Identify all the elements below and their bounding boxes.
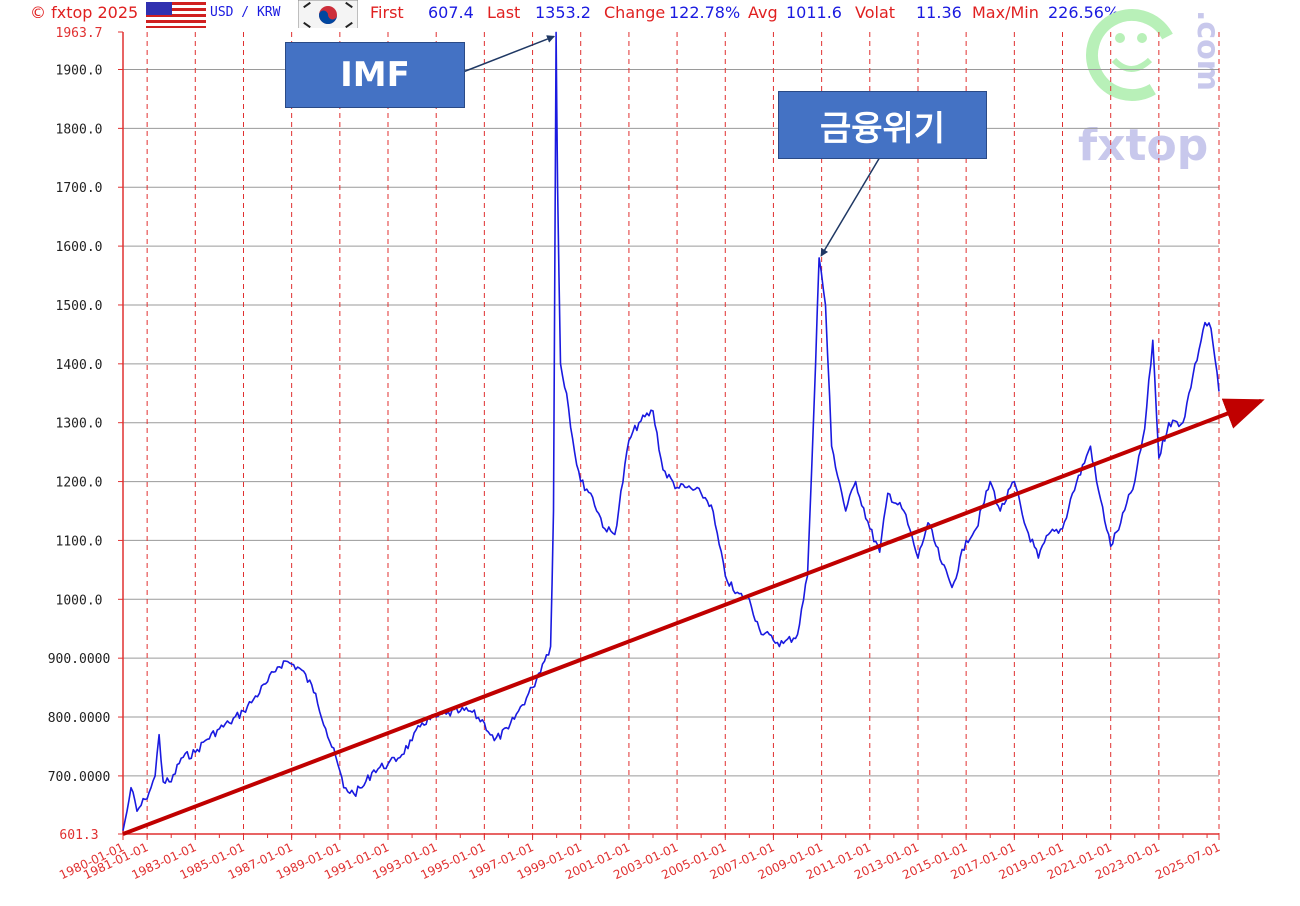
y-tick-label: 1800.0 bbox=[56, 122, 103, 137]
y-tick-label: 1200.0 bbox=[56, 476, 103, 491]
series-group bbox=[122, 31, 1220, 831]
horizontal-gridlines bbox=[123, 68, 1219, 777]
us-flag-icon bbox=[146, 2, 206, 28]
y-tick-label: 800.0000 bbox=[48, 711, 111, 726]
change-value: 122.78% bbox=[669, 3, 741, 22]
copyright-text: © fxtop 2025 bbox=[30, 3, 139, 22]
y-tick-label: 1000.0 bbox=[56, 593, 103, 608]
volat-value: 11.36 bbox=[916, 3, 962, 22]
y-tick-label: 1300.0 bbox=[56, 417, 103, 432]
maxmin-value: 226.56% bbox=[1048, 3, 1120, 22]
first-label: First bbox=[370, 3, 404, 22]
change-label: Change bbox=[604, 3, 666, 22]
series-line-0 bbox=[122, 31, 1220, 831]
korea-flag-icon bbox=[298, 0, 358, 28]
trend-arrow-line bbox=[122, 398, 1265, 836]
x-tick-label: 2025-07-01 bbox=[1153, 840, 1222, 882]
y-tick-label: 1900.0 bbox=[56, 63, 103, 78]
y-tick-label: 1700.0 bbox=[56, 181, 103, 196]
last-label: Last bbox=[487, 3, 521, 22]
maxmin-label: Max/Min bbox=[972, 3, 1039, 22]
trend-group bbox=[122, 398, 1265, 836]
avg-value: 1011.6 bbox=[786, 3, 842, 22]
y-tick-label: 1600.0 bbox=[56, 240, 103, 255]
y-tick-label: 1500.0 bbox=[56, 299, 103, 314]
first-value: 607.4 bbox=[428, 3, 474, 22]
chart-header: © fxtop 2025 USD / KRW First 607.4 Last … bbox=[0, 0, 1300, 30]
y-tick-label: 601.3 bbox=[59, 828, 98, 843]
imf-arrow bbox=[462, 35, 556, 73]
y-tick-label: 1100.0 bbox=[56, 534, 103, 549]
volat-label: Volat bbox=[855, 3, 896, 22]
financial-crisis-annotation-box: 금융위기 bbox=[778, 91, 987, 159]
crisis-arrow bbox=[820, 156, 881, 257]
axes bbox=[118, 31, 1220, 840]
annotation-arrows bbox=[462, 35, 881, 257]
y-tick-label: 700.0000 bbox=[48, 770, 111, 785]
avg-label: Avg bbox=[748, 3, 778, 22]
currency-pair: USD / KRW bbox=[210, 5, 281, 20]
imf-annotation-box: IMF bbox=[285, 42, 465, 108]
y-tick-label: 900.0000 bbox=[48, 652, 111, 667]
y-axis-labels: 1963.7 1900.0 1800.0 1700.0 1600.0 1500.0 1400… bbox=[48, 26, 111, 843]
y-tick-label: 1963.7 bbox=[56, 26, 103, 41]
vertical-gridlines bbox=[122, 32, 1220, 834]
last-value: 1353.2 bbox=[535, 3, 591, 22]
x-axis-labels: 1980-01-011981-01-011983-01-011985-01-01… bbox=[57, 840, 1222, 882]
y-tick-label: 1400.0 bbox=[56, 358, 103, 373]
